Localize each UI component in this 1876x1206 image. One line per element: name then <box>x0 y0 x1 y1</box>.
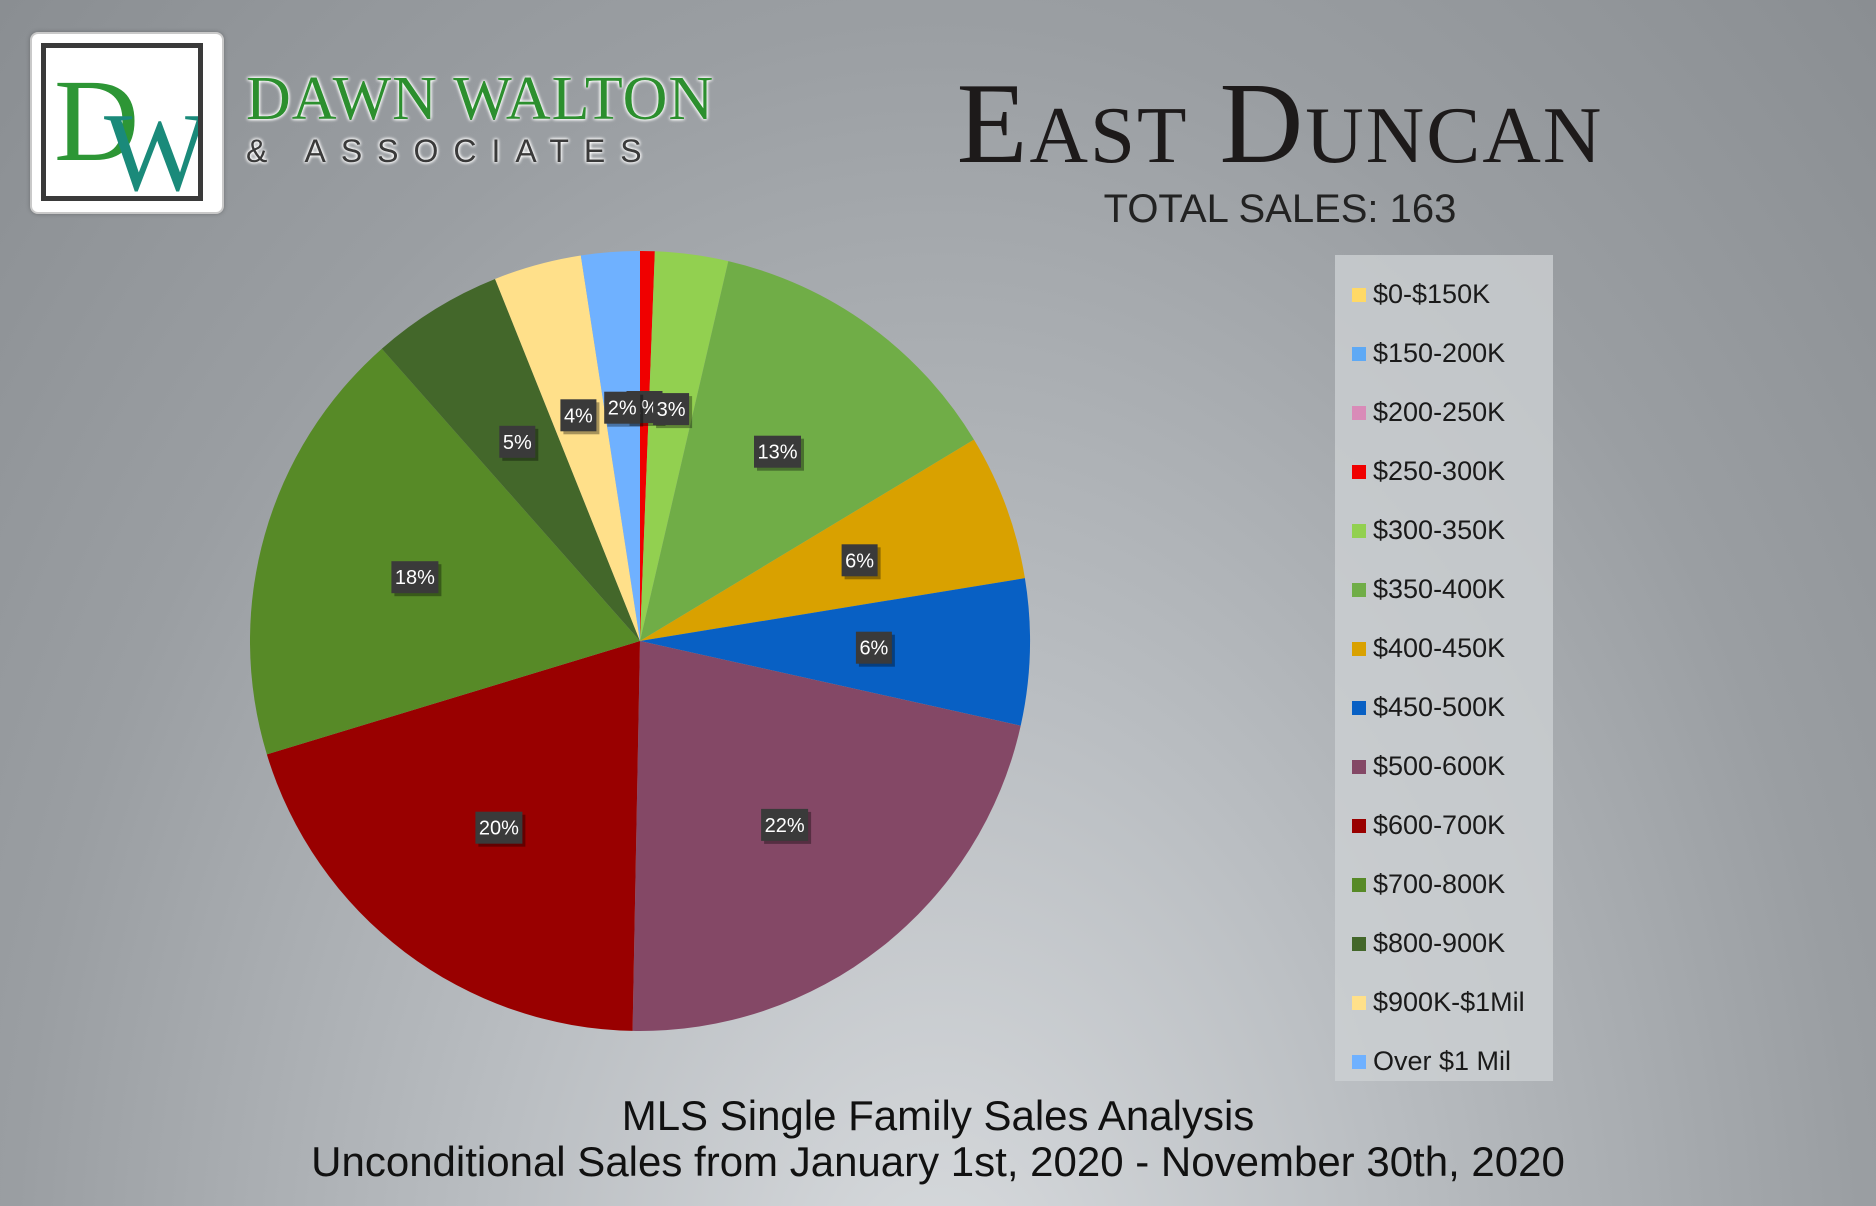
svg-text:18%: 18% <box>395 567 435 589</box>
svg-text:D: D <box>54 55 139 186</box>
legend-swatch <box>1352 700 1366 715</box>
legend-label: $900K-$1Mil <box>1373 987 1525 1017</box>
svg-text:22%: 22% <box>765 815 805 837</box>
legend-swatch <box>1352 641 1366 656</box>
legend-item: $700-800K <box>1335 855 1553 914</box>
legend-swatch <box>1352 346 1366 361</box>
legend-swatch <box>1352 818 1366 833</box>
svg-text:W: W <box>104 91 198 196</box>
legend-item: $250-300K <box>1335 442 1553 501</box>
brand-name: DAWN WALTON <box>246 65 715 133</box>
legend-item: $400-450K <box>1335 619 1553 678</box>
legend-label: $500-600K <box>1373 751 1506 781</box>
total-sales: TOTAL SALES: 163 <box>1103 187 1457 231</box>
legend-label: $800-900K <box>1373 928 1506 958</box>
data-label: 20% <box>475 811 526 847</box>
svg-text:6%: 6% <box>859 638 888 660</box>
legend-label: Over $1 Mil <box>1373 1046 1512 1076</box>
data-label: 3% <box>653 393 693 429</box>
legend-label: $700-800K <box>1373 869 1506 899</box>
data-label: 2% <box>604 391 644 427</box>
legend-label: $250-300K <box>1373 456 1506 486</box>
legend-item: $800-900K <box>1335 914 1553 973</box>
svg-text:5%: 5% <box>503 432 532 454</box>
data-label: 18% <box>391 561 442 597</box>
svg-text:13%: 13% <box>757 442 797 464</box>
legend-item: $600-700K <box>1335 796 1553 855</box>
legend-swatch <box>1352 877 1366 892</box>
pie-slice <box>640 250 655 641</box>
legend-swatch <box>1352 405 1366 420</box>
legend-label: $150-200K <box>1373 338 1506 368</box>
legend-item: $500-600K <box>1335 737 1553 796</box>
legend-item: $300-350K <box>1335 501 1553 560</box>
data-label: 6% <box>841 544 881 580</box>
legend-swatch <box>1352 759 1366 774</box>
page-title: East Duncan <box>956 60 1604 188</box>
legend-swatch <box>1352 936 1366 951</box>
pie-slice <box>640 578 1030 726</box>
pie-slice <box>381 278 640 641</box>
pie-slice <box>640 439 1025 641</box>
legend-item: $150-200K <box>1335 324 1553 383</box>
legend-swatch <box>1352 287 1366 302</box>
legend-swatch <box>1352 582 1366 597</box>
data-label: 22% <box>761 808 812 844</box>
legend-label: $400-450K <box>1373 633 1506 663</box>
legend-item: $200-250K <box>1335 383 1553 442</box>
svg-text:6%: 6% <box>845 550 874 572</box>
brand-logo: D W <box>30 32 224 214</box>
legend-label: $300-350K <box>1373 515 1506 545</box>
pie-slice <box>495 255 640 641</box>
svg-text:4%: 4% <box>564 405 593 427</box>
legend-swatch <box>1352 523 1366 538</box>
legend-swatch <box>1352 995 1366 1010</box>
chart-legend: $0-$150K $150-200K $200-250K $250-300K $300-… <box>1335 255 1553 1081</box>
legend-swatch <box>1352 1054 1366 1069</box>
footer-date-range: Unconditional Sales from January 1st, 20… <box>311 1138 1565 1185</box>
pie-slice <box>640 261 974 641</box>
data-label: 6% <box>855 631 895 667</box>
pie-slice <box>640 251 729 641</box>
legend-item: $350-400K <box>1335 560 1553 619</box>
data-label: 4% <box>560 399 600 435</box>
pie-slice <box>249 348 641 755</box>
data-label: 13% <box>754 435 804 471</box>
pie-slice <box>266 641 640 1031</box>
footer-title: MLS Single Family Sales Analysis <box>621 1092 1255 1139</box>
legend-item: $450-500K <box>1335 678 1553 737</box>
svg-text:20%: 20% <box>479 818 519 840</box>
svg-text:2%: 2% <box>608 398 637 420</box>
legend-swatch <box>1352 464 1366 479</box>
pie-slice <box>580 251 640 641</box>
legend-item: Over $1 Mil <box>1335 1032 1553 1091</box>
svg-text:3%: 3% <box>657 399 686 421</box>
legend-label: $600-700K <box>1373 810 1506 840</box>
legend-label: $350-400K <box>1373 574 1506 604</box>
brand-subtitle: & ASSOCIATES <box>246 133 657 169</box>
legend-item: $900K-$1Mil <box>1335 973 1553 1032</box>
dw-monogram: D W <box>41 43 203 201</box>
legend-label: $200-250K <box>1373 397 1506 427</box>
legend-label: $450-500K <box>1373 692 1506 722</box>
pie-slice <box>632 641 1021 1032</box>
legend-label: $0-$150K <box>1373 279 1491 309</box>
data-label: 5% <box>499 425 539 461</box>
legend-item: $0-$150K <box>1335 265 1553 324</box>
